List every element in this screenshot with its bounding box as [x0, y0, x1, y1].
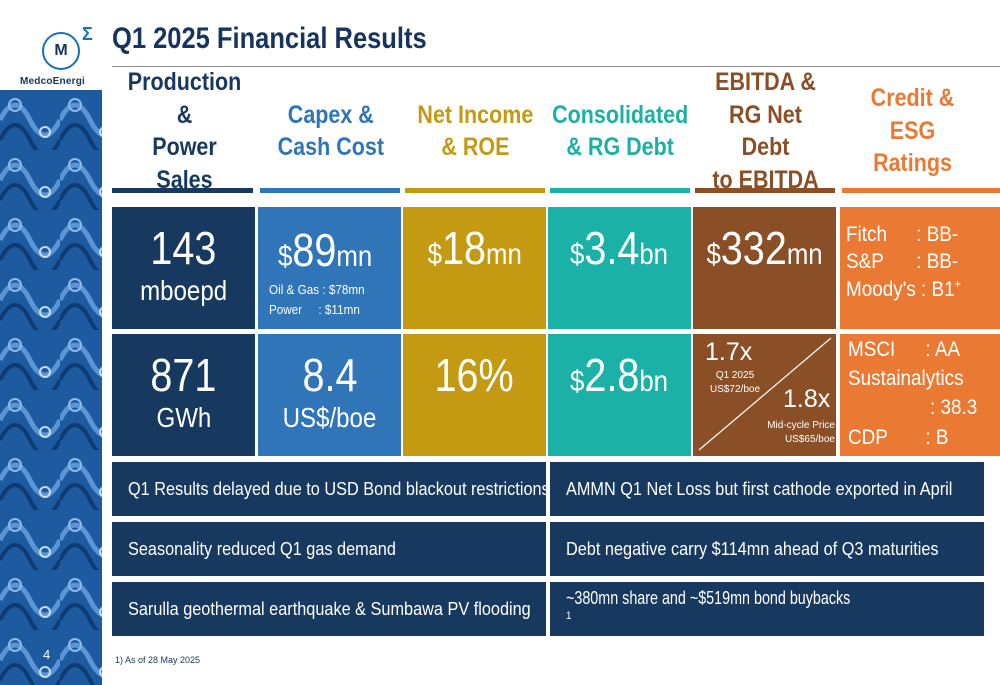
- esg-rating-row: Sustainalytics: [848, 367, 964, 390]
- esg-rating-row: CDP: B: [848, 426, 949, 449]
- column-header-capex: Capex & Cash Cost: [277, 100, 384, 162]
- batik-sidebar: [0, 90, 102, 685]
- net-income-tile: $18mn: [403, 207, 546, 329]
- consolidated-debt-tile: $3.4bn: [548, 207, 691, 329]
- column-rule-ebitda: [695, 188, 835, 193]
- column-header-production: Production & Power Sales: [127, 68, 242, 194]
- column-rule-ratings: [842, 188, 1000, 193]
- logo-wordmark: MedcoEnergi: [20, 76, 85, 87]
- column-rule-debt: [550, 188, 690, 193]
- highlight-left-3: Sarulla geothermal earthquake & Sumbawa …: [112, 582, 546, 636]
- capex-oil-gas: Oil & Gas : $78mn: [269, 282, 365, 297]
- company-logo: M Σ MedcoEnergi: [5, 12, 100, 92]
- capex-tile: $89mn Oil & Gas : $78mn Power : $11mn: [258, 207, 401, 329]
- highlight-right-1: AMMN Q1 Net Loss but first cathode expor…: [550, 462, 984, 516]
- column-header-ratings: Credit & ESG Ratings: [870, 84, 955, 178]
- ratio-q1-label-price: US$72/boe: [709, 384, 761, 395]
- highlight-right-2: Debt negative carry $114mn ahead of Q3 m…: [550, 522, 984, 576]
- credit-rating-row: S&P: BB-: [846, 250, 959, 273]
- ratio-mid-value: 1.8x: [783, 385, 831, 413]
- roe-tile: 16%: [403, 334, 546, 456]
- ratio-mid-label-type: Mid-cycle Price: [767, 420, 835, 431]
- column-rule-production: [112, 188, 253, 193]
- credit-rating-row: Fitch: BB-: [846, 223, 959, 246]
- cash-cost-unit: US$/boe: [282, 402, 377, 433]
- cash-cost-value: 8.4: [301, 349, 357, 401]
- power-sales-value: 871: [150, 349, 217, 401]
- footnote: 1) As of 28 May 2025: [115, 655, 201, 665]
- column-rule-net-income: [405, 188, 545, 193]
- ratio-q1-label-period: Q1 2025: [715, 370, 755, 381]
- batik-pattern: [0, 90, 102, 685]
- credit-rating-row: Moody's : B1+: [846, 277, 961, 301]
- credit-ratings-tile: Fitch: BB- S&P: BB- Moody's : B1+: [840, 207, 1000, 329]
- highlight-left-1: Q1 Results delayed due to USD Bond black…: [112, 462, 550, 516]
- highlight-left-2: Seasonality reduced Q1 gas demand: [112, 522, 546, 576]
- rg-debt-amount: $2.8bn: [570, 349, 669, 401]
- production-value: 143: [150, 222, 217, 274]
- logo-mark: M: [42, 32, 80, 70]
- esg-rating-row: MSCI: AA: [848, 338, 961, 361]
- logo-sigma-icon: Σ: [82, 24, 93, 44]
- rg-debt-tile: $2.8bn: [548, 334, 691, 456]
- roe-value: 16%: [434, 349, 515, 401]
- column-header-debt: Consolidated & RG Debt: [552, 100, 689, 162]
- ratio-mid-label-price: US$65/boe: [784, 434, 835, 445]
- title-divider: [112, 66, 1000, 67]
- power-sales-unit: GWh: [156, 402, 211, 433]
- column-header-net-income: Net Income & ROE: [417, 100, 534, 162]
- page-number: 4: [43, 647, 51, 662]
- capex-power: Power : $11mn: [269, 302, 360, 317]
- ebitda-tile: $332mn: [693, 207, 836, 329]
- net-income-amount: $18mn: [427, 222, 522, 274]
- production-tile: 143 mboepd: [112, 207, 255, 329]
- esg-ratings-tile: MSCI: AA Sustainalytics : 38.3 CDP: B: [840, 334, 1000, 456]
- ratio-q1-value: 1.7x: [705, 338, 753, 366]
- esg-rating-row: : 38.3: [930, 396, 978, 419]
- production-unit: mboepd: [139, 275, 228, 306]
- ebitda-amount: $332mn: [706, 222, 823, 274]
- cash-cost-tile: 8.4 US$/boe: [258, 334, 401, 456]
- column-header-ebitda: EBITDA & RG Net Debt to EBITDA: [712, 68, 819, 194]
- consolidated-debt-amount: $3.4bn: [570, 222, 669, 274]
- page-title: Q1 2025 Financial Results: [112, 22, 427, 55]
- net-debt-ebitda-tile: 1.7x Q1 2025 US$72/boe 1.8x Mid-cycle Pr…: [693, 334, 836, 456]
- column-rule-capex: [260, 188, 400, 193]
- power-sales-tile: 871 GWh: [112, 334, 255, 456]
- highlight-right-3: ~380mn share and ~$519mn bond buybacks 1: [550, 582, 984, 636]
- capex-amount: $89mn: [278, 224, 373, 276]
- diagonal-divider: [698, 337, 832, 451]
